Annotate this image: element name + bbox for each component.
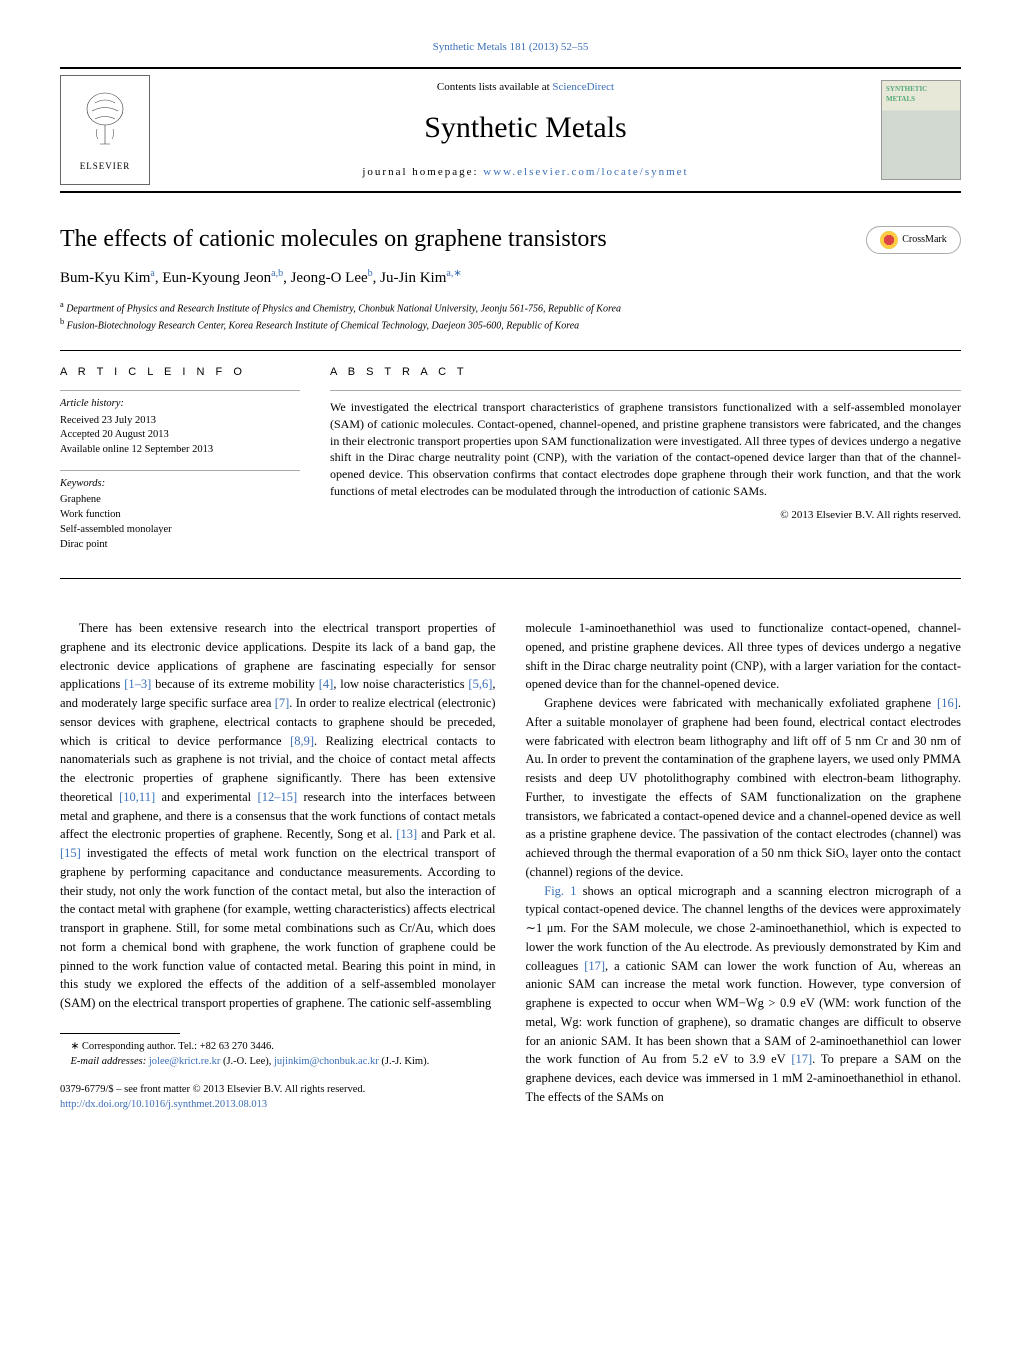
author-1-affil: a <box>150 268 154 279</box>
author-2: Eun-Kyoung Jeon <box>162 270 271 286</box>
corresponding-author-footnote: ∗ Corresponding author. Tel.: +82 63 270… <box>60 1040 496 1069</box>
body-text-span: and experimental <box>155 790 257 804</box>
ref-link[interactable]: [8,9] <box>290 734 314 748</box>
author-4-affil: a,∗ <box>446 268 461 279</box>
article-info-column: A R T I C L E I N F O Article history: R… <box>60 365 300 565</box>
author-4: Ju-Jin Kim <box>380 270 446 286</box>
elsevier-label: ELSEVIER <box>80 160 131 173</box>
body-text-span: molecule 1-aminoethanethiol was used to … <box>526 621 962 691</box>
keyword-1: Graphene <box>60 493 300 508</box>
keyword-2: Work function <box>60 508 300 523</box>
email-label: E-mail addresses: <box>71 1056 149 1067</box>
crossmark-icon <box>880 231 898 249</box>
ref-link[interactable]: [17] <box>584 959 605 973</box>
footnote-separator <box>60 1033 180 1034</box>
banner-center: Contents lists available at ScienceDirec… <box>170 80 881 181</box>
info-abstract-block: A R T I C L E I N F O Article history: R… <box>60 350 961 580</box>
journal-title: Synthetic Metals <box>170 107 881 149</box>
body-text-span: investigated the effects of metal work f… <box>60 846 496 1010</box>
affiliation-b-text: Fusion-Biotechnology Research Center, Ko… <box>67 321 580 332</box>
contents-prefix: Contents lists available at <box>437 81 552 93</box>
ref-link[interactable]: [17] <box>791 1052 812 1066</box>
journal-homepage: journal homepage: www.elsevier.com/locat… <box>170 165 881 180</box>
body-paragraph-2: molecule 1-aminoethanethiol was used to … <box>526 619 962 694</box>
email-1[interactable]: jolee@krict.re.kr <box>149 1056 220 1067</box>
sciencedirect-link[interactable]: ScienceDirect <box>552 81 614 93</box>
ref-link[interactable]: [10,11] <box>119 790 155 804</box>
cover-label: SYNTHETIC METALS <box>886 85 956 105</box>
body-paragraph-1: There has been extensive research into t… <box>60 619 496 1013</box>
body-text-span: , low noise characteristics <box>333 677 468 691</box>
ref-link[interactable]: [13] <box>396 827 417 841</box>
affiliations: a Department of Physics and Research Ins… <box>60 299 961 334</box>
keyword-4: Dirac point <box>60 538 300 553</box>
doi-link[interactable]: http://dx.doi.org/10.1016/j.synthmet.201… <box>60 1098 496 1113</box>
keywords-label: Keywords: <box>60 477 300 492</box>
email-2-who: (J.-J. Kim). <box>379 1056 429 1067</box>
author-1: Bum-Kyu Kim <box>60 270 150 286</box>
ref-link[interactable]: [16] <box>937 696 958 710</box>
history-accepted: Accepted 20 August 2013 <box>60 428 300 443</box>
keyword-3: Self-assembled monolayer <box>60 523 300 538</box>
author-2-affil: a,b <box>271 268 283 279</box>
abstract-text: We investigated the electrical transport… <box>330 390 961 500</box>
ref-link[interactable]: [5,6] <box>468 677 492 691</box>
abstract-copyright: © 2013 Elsevier B.V. All rights reserved… <box>330 508 961 523</box>
elsevier-logo: ELSEVIER <box>60 75 150 185</box>
body-text: There has been extensive research into t… <box>60 619 961 1113</box>
affiliation-a-text: Department of Physics and Research Insti… <box>66 303 621 314</box>
ref-link[interactable]: [1–3] <box>124 677 151 691</box>
ref-link[interactable]: [12–15] <box>258 790 298 804</box>
email-line: E-mail addresses: jolee@krict.re.kr (J.-… <box>60 1055 496 1070</box>
article-title: The effects of cationic molecules on gra… <box>60 223 607 257</box>
homepage-prefix: journal homepage: <box>362 166 483 178</box>
journal-banner: ELSEVIER Contents lists available at Sci… <box>60 67 961 193</box>
elsevier-tree-icon <box>80 89 130 154</box>
ref-link[interactable]: [15] <box>60 846 81 860</box>
email-1-who: (J.-O. Lee), <box>220 1056 274 1067</box>
history-label: Article history: <box>60 397 300 412</box>
body-text-span: because of its extreme mobility <box>151 677 318 691</box>
contents-line: Contents lists available at ScienceDirec… <box>170 80 881 95</box>
history-received: Received 23 July 2013 <box>60 414 300 429</box>
abstract-column: A B S T R A C T We investigated the elec… <box>330 365 961 565</box>
ref-link[interactable]: [7] <box>275 696 290 710</box>
body-paragraph-4: Fig. 1 shows an optical micrograph and a… <box>526 882 962 1107</box>
history-online: Available online 12 September 2013 <box>60 443 300 458</box>
abstract-label: A B S T R A C T <box>330 365 961 380</box>
affiliation-b: b Fusion-Biotechnology Research Center, … <box>60 316 961 333</box>
keywords-block: Keywords: Graphene Work function Self-as… <box>60 470 300 552</box>
email-2[interactable]: jujinkim@chonbuk.ac.kr <box>274 1056 379 1067</box>
homepage-link[interactable]: www.elsevier.com/locate/synmet <box>483 166 688 178</box>
author-3-affil: b <box>368 268 373 279</box>
issn-line: 0379-6779/$ – see front matter © 2013 El… <box>60 1083 496 1098</box>
body-text-span: and Park et al. <box>417 827 495 841</box>
affiliation-a: a Department of Physics and Research Ins… <box>60 299 961 316</box>
corr-author-line: ∗ Corresponding author. Tel.: +82 63 270… <box>60 1040 496 1055</box>
history-block: Article history: Received 23 July 2013 A… <box>60 390 300 458</box>
citation-header: Synthetic Metals 181 (2013) 52–55 <box>60 40 961 55</box>
body-text-span: , a cationic SAM can lower the work func… <box>526 959 962 1067</box>
body-text-span: . After a suitable monolayer of graphene… <box>526 696 962 879</box>
body-paragraph-3: Graphene devices were fabricated with me… <box>526 694 962 882</box>
figure-link[interactable]: Fig. 1 <box>544 884 576 898</box>
body-text-span: Graphene devices were fabricated with me… <box>544 696 937 710</box>
authors-line: Bum-Kyu Kima, Eun-Kyoung Jeona,b, Jeong-… <box>60 267 961 289</box>
journal-cover-thumbnail: SYNTHETIC METALS <box>881 80 961 180</box>
author-3: Jeong-O Lee <box>291 270 368 286</box>
crossmark-label: CrossMark <box>902 233 946 247</box>
article-info-label: A R T I C L E I N F O <box>60 365 300 380</box>
title-row: The effects of cationic molecules on gra… <box>60 223 961 257</box>
bottom-meta: 0379-6779/$ – see front matter © 2013 El… <box>60 1083 496 1112</box>
ref-link[interactable]: [4] <box>319 677 334 691</box>
crossmark-badge[interactable]: CrossMark <box>866 226 961 254</box>
